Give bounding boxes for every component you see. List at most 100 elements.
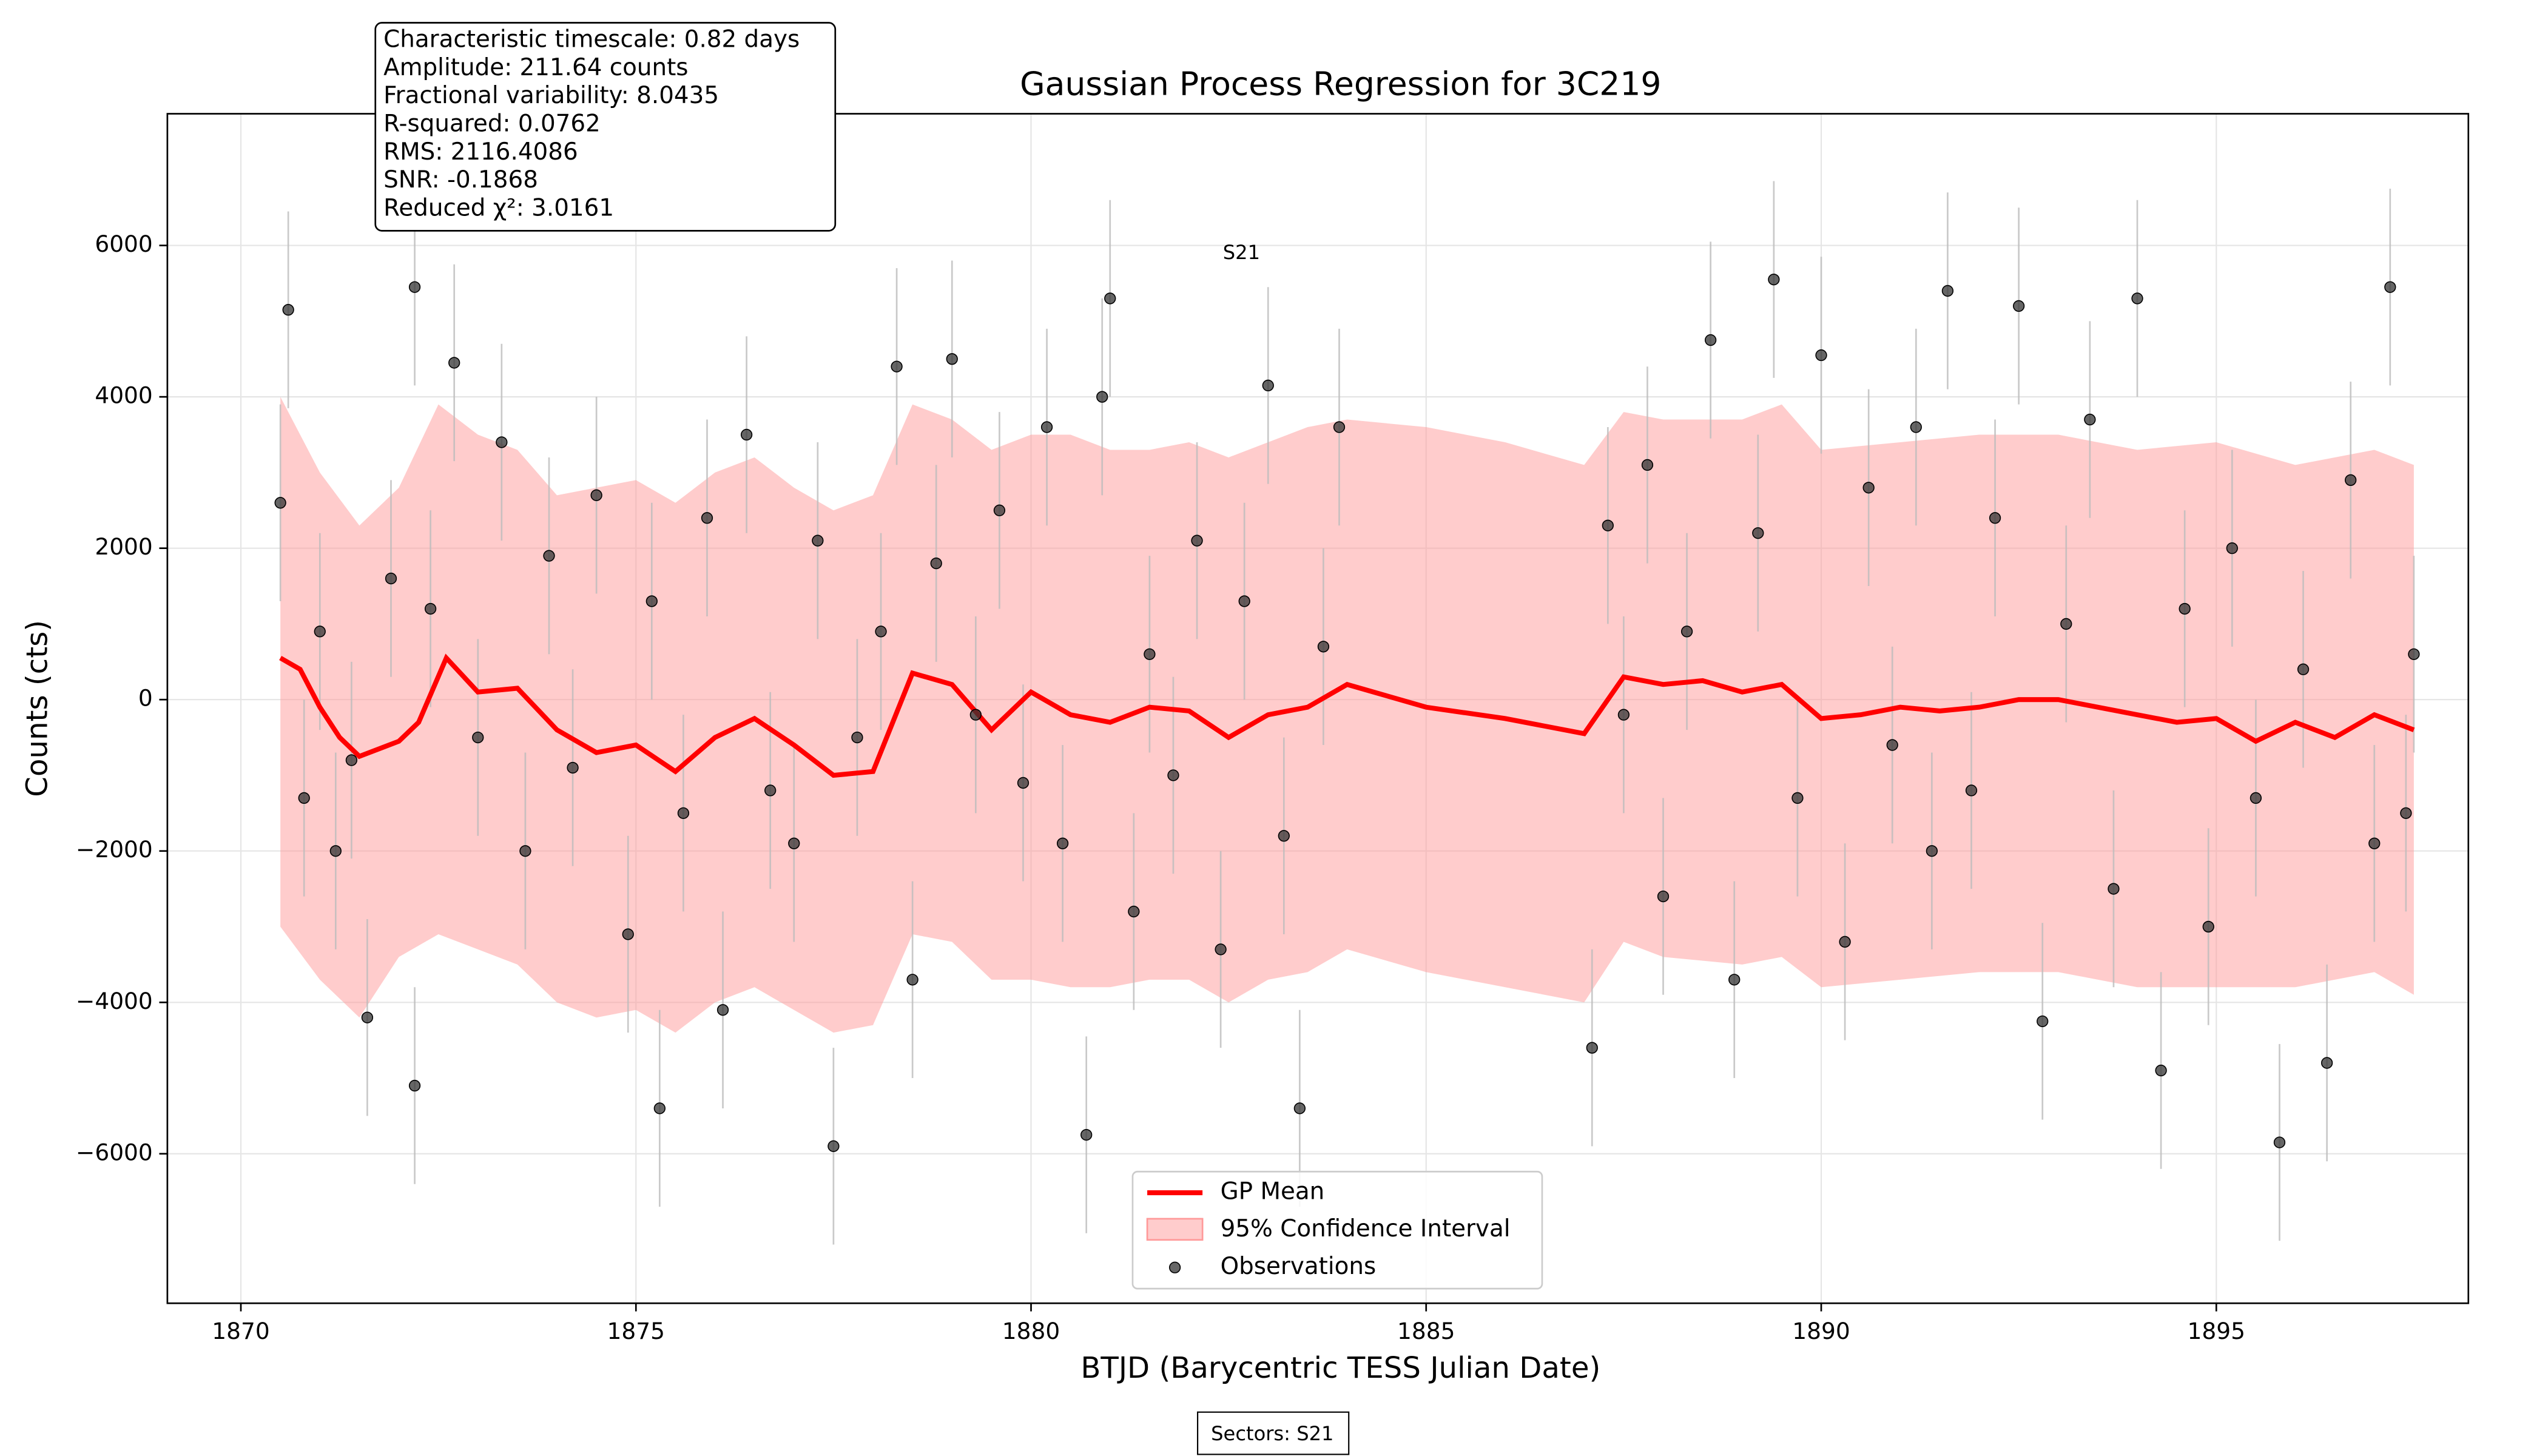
y-tick-label: −4000 [76,988,153,1014]
observation-point [314,625,326,638]
observation-point [740,428,753,441]
observation-point [1839,935,1851,948]
observation-point [653,1102,666,1114]
observation-point [946,353,958,365]
axes-frame [166,113,2470,1304]
observation-point [1586,1042,1598,1054]
observation-point [1641,459,1654,471]
stats-line: Fractional variability: 8.0435 [383,82,719,109]
observation-point [1989,512,2001,524]
observation-point [2060,618,2072,630]
observation-point [1728,974,1741,986]
chart-title: Gaussian Process Regression for 3C219 [1020,65,1661,103]
observation-point [1317,641,1330,653]
observation-point [1017,777,1030,789]
observation-point [2320,1057,2333,1069]
y-tick-label: 4000 [95,382,152,409]
observation-point [677,807,690,819]
observation-point [1910,421,1922,433]
observation-point [1752,527,1764,539]
observation-point [906,974,918,986]
observation-point [2131,292,2143,305]
observation-point [1278,830,1290,842]
observation-point [1096,391,1108,403]
observation-point [1262,379,1274,392]
y-tick-label: 0 [138,685,153,712]
observation-point [2408,648,2420,660]
observation-point [385,572,397,585]
observation-point [1104,292,1116,305]
observation-point [1886,739,1898,751]
stats-line: RMS: 2116.4086 [383,138,578,166]
observation-point [1680,625,1693,638]
observation-point [448,357,460,369]
observation-point [1333,421,1346,433]
observation-point [645,595,658,607]
observation-point [2012,300,2025,312]
observation-point [408,1079,421,1092]
x-tick-label: 1890 [1792,1318,1850,1344]
observation-point [1705,334,1717,346]
observation-point [1862,482,1875,494]
observation-point [2368,837,2381,849]
observation-point [1293,1102,1306,1114]
y-tick-label: 2000 [95,533,152,560]
observation-point [1657,890,1670,903]
observation-point [1167,769,1179,781]
observation-point [1926,845,1938,857]
x-tick-label: 1885 [1397,1318,1455,1344]
observation-point [1040,421,1053,433]
legend: GP Mean 95% Confidence Interval Observatio… [1131,1170,1543,1290]
observation-point [993,504,1006,516]
legend-label: Observations [1221,1253,1377,1280]
observation-point [1215,943,1227,956]
observation-point [1602,519,1614,531]
observation-point [1617,709,1630,721]
x-tick-label: 1870 [212,1318,269,1344]
observation-point [1815,349,1827,362]
legend-label: 95% Confidence Interval [1221,1215,1511,1242]
observation-point [298,792,310,804]
observation-point [2155,1064,2167,1077]
stats-line: Amplitude: 211.64 counts [383,54,688,81]
observation-point [851,731,863,744]
x-axis-label: BTJD (Barycentric TESS Julian Date) [1080,1351,1600,1385]
stats-line: SNR: -0.1868 [383,166,538,194]
y-tick-label: −6000 [76,1139,153,1165]
observation-point [329,845,342,857]
observation-point [282,304,294,316]
observation-point [2037,1015,2049,1028]
legend-label: GP Mean [1221,1178,1325,1205]
observation-point [1791,792,1804,804]
observation-point [716,1004,729,1016]
x-tick-label: 1895 [2188,1318,2245,1344]
footer-text: Sectors: S21 [1211,1422,1333,1445]
observation-point [622,928,634,940]
observation-point [1965,784,1978,797]
y-tick-label: −2000 [76,836,153,863]
observation-point [969,709,982,721]
observation-point [2345,474,2357,487]
observation-point [424,602,437,615]
observation-point [875,625,887,638]
observation-point [1080,1128,1093,1141]
observation-point [891,360,903,372]
y-axis-label: Counts (cts) [20,620,54,797]
observation-point [1768,274,1780,286]
observation-point [2250,792,2262,804]
observation-point [1941,285,1954,297]
y-tick-label: 6000 [95,231,152,257]
confidence-band [280,397,2414,1033]
observation-point [567,761,579,774]
footer-box [1197,1411,1350,1455]
observation-point [2400,807,2412,819]
observation-point [543,550,555,562]
observation-point [2273,1136,2286,1148]
stats-line: R-squared: 0.0762 [383,110,601,137]
observation-point [408,281,421,293]
stats-box [374,22,837,232]
legend-swatch-point [1168,1261,1181,1273]
observation-point [590,489,602,501]
observation-point [827,1140,840,1152]
observation-point [2384,281,2396,293]
